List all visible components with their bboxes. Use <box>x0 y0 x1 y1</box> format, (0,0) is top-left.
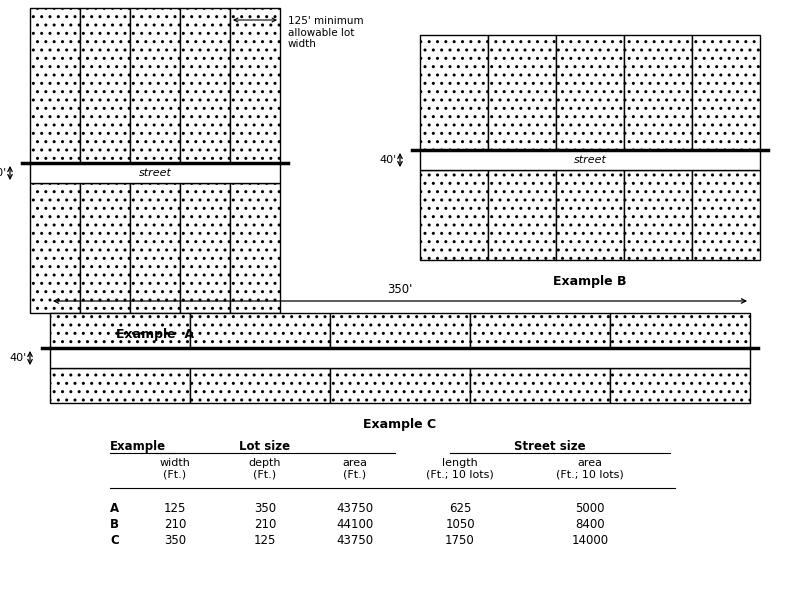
Text: Example B: Example B <box>553 275 626 288</box>
Text: 8400: 8400 <box>576 518 605 531</box>
Text: Street size: Street size <box>514 440 586 453</box>
Bar <box>30 8 80 163</box>
Bar <box>488 35 556 150</box>
Text: 210: 210 <box>164 518 186 531</box>
Text: 125: 125 <box>164 502 186 515</box>
Bar <box>30 183 80 313</box>
Text: 40': 40' <box>0 168 7 178</box>
Text: width
(Ft.): width (Ft.) <box>159 458 190 480</box>
Bar <box>30 163 280 183</box>
Bar <box>180 8 230 163</box>
Bar <box>420 35 488 150</box>
Bar <box>692 35 760 150</box>
Bar <box>190 313 330 348</box>
Bar <box>488 170 556 260</box>
Bar <box>420 150 760 170</box>
Text: 43750: 43750 <box>337 534 373 547</box>
Text: 125' minimum
allowable lot
width: 125' minimum allowable lot width <box>288 16 364 49</box>
Bar <box>556 35 624 150</box>
Text: 350: 350 <box>254 502 276 515</box>
Bar <box>470 368 610 403</box>
Text: depth
(Ft.): depth (Ft.) <box>248 458 281 480</box>
Bar <box>230 183 280 313</box>
Text: A: A <box>110 502 119 515</box>
Bar <box>130 8 180 163</box>
Text: Lot size: Lot size <box>240 440 291 453</box>
Text: 1050: 1050 <box>445 518 474 531</box>
Bar <box>330 313 470 348</box>
Text: 350: 350 <box>164 534 186 547</box>
Text: area
(Ft.): area (Ft.) <box>342 458 368 480</box>
Text: 210: 210 <box>254 518 276 531</box>
Bar <box>420 170 488 260</box>
Bar <box>230 8 280 163</box>
Text: street: street <box>139 168 171 178</box>
Text: 1750: 1750 <box>445 534 475 547</box>
Text: 5000: 5000 <box>576 502 605 515</box>
Text: 43750: 43750 <box>337 502 373 515</box>
Text: Example: Example <box>110 440 166 453</box>
Text: street: street <box>574 155 607 165</box>
Text: 625: 625 <box>449 502 471 515</box>
Text: 40': 40' <box>10 353 27 363</box>
Bar <box>624 170 692 260</box>
Text: area
(Ft.; 10 lots): area (Ft.; 10 lots) <box>556 458 624 480</box>
Text: B: B <box>110 518 119 531</box>
Bar <box>556 170 624 260</box>
Bar <box>80 183 130 313</box>
Bar <box>692 170 760 260</box>
Bar <box>610 368 750 403</box>
Bar <box>190 368 330 403</box>
Text: Example  A: Example A <box>116 328 194 341</box>
Text: 350': 350' <box>388 283 412 296</box>
Bar <box>50 368 190 403</box>
Text: Example C: Example C <box>364 418 436 431</box>
Text: 14000: 14000 <box>572 534 609 547</box>
Bar <box>470 313 610 348</box>
Text: 125: 125 <box>254 534 276 547</box>
Text: length
(Ft.; 10 lots): length (Ft.; 10 lots) <box>426 458 494 480</box>
Text: 44100: 44100 <box>337 518 373 531</box>
Text: C: C <box>110 534 119 547</box>
Bar <box>330 368 470 403</box>
Text: 40': 40' <box>380 155 397 165</box>
Bar <box>130 183 180 313</box>
Bar <box>50 348 750 368</box>
Bar <box>624 35 692 150</box>
Bar <box>180 183 230 313</box>
Bar <box>50 313 190 348</box>
Bar <box>80 8 130 163</box>
Bar <box>610 313 750 348</box>
